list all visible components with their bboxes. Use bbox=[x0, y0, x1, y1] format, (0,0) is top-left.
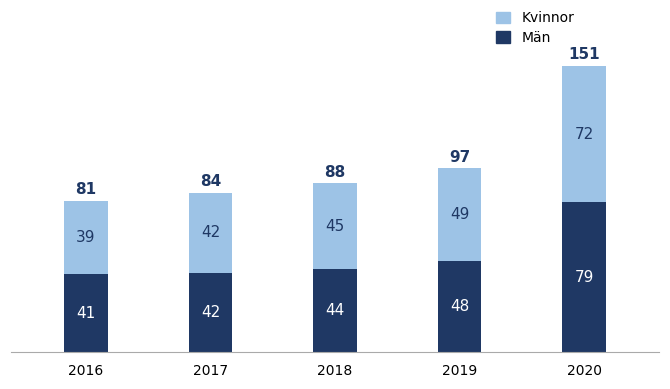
Bar bbox=[64, 274, 108, 352]
Bar bbox=[64, 201, 108, 274]
Bar bbox=[189, 193, 232, 273]
Text: 97: 97 bbox=[449, 149, 470, 165]
Text: 41: 41 bbox=[76, 306, 96, 321]
Bar bbox=[313, 184, 357, 269]
Text: 42: 42 bbox=[201, 225, 220, 240]
Text: 88: 88 bbox=[324, 165, 346, 180]
Legend: Kvinnor, Män: Kvinnor, Män bbox=[496, 11, 574, 45]
Text: 79: 79 bbox=[574, 270, 594, 285]
Bar bbox=[562, 202, 606, 352]
Bar bbox=[313, 269, 357, 352]
Bar bbox=[189, 273, 232, 352]
Text: 151: 151 bbox=[568, 47, 600, 62]
Bar bbox=[438, 168, 481, 261]
Text: 44: 44 bbox=[326, 303, 344, 318]
Text: 72: 72 bbox=[574, 127, 594, 142]
Text: 45: 45 bbox=[326, 219, 344, 234]
Text: 48: 48 bbox=[450, 299, 469, 314]
Text: 49: 49 bbox=[450, 207, 469, 222]
Text: 84: 84 bbox=[200, 174, 221, 189]
Bar bbox=[438, 261, 481, 352]
Text: 81: 81 bbox=[75, 182, 96, 197]
Text: 42: 42 bbox=[201, 305, 220, 320]
Bar bbox=[562, 66, 606, 202]
Text: 39: 39 bbox=[76, 230, 96, 245]
